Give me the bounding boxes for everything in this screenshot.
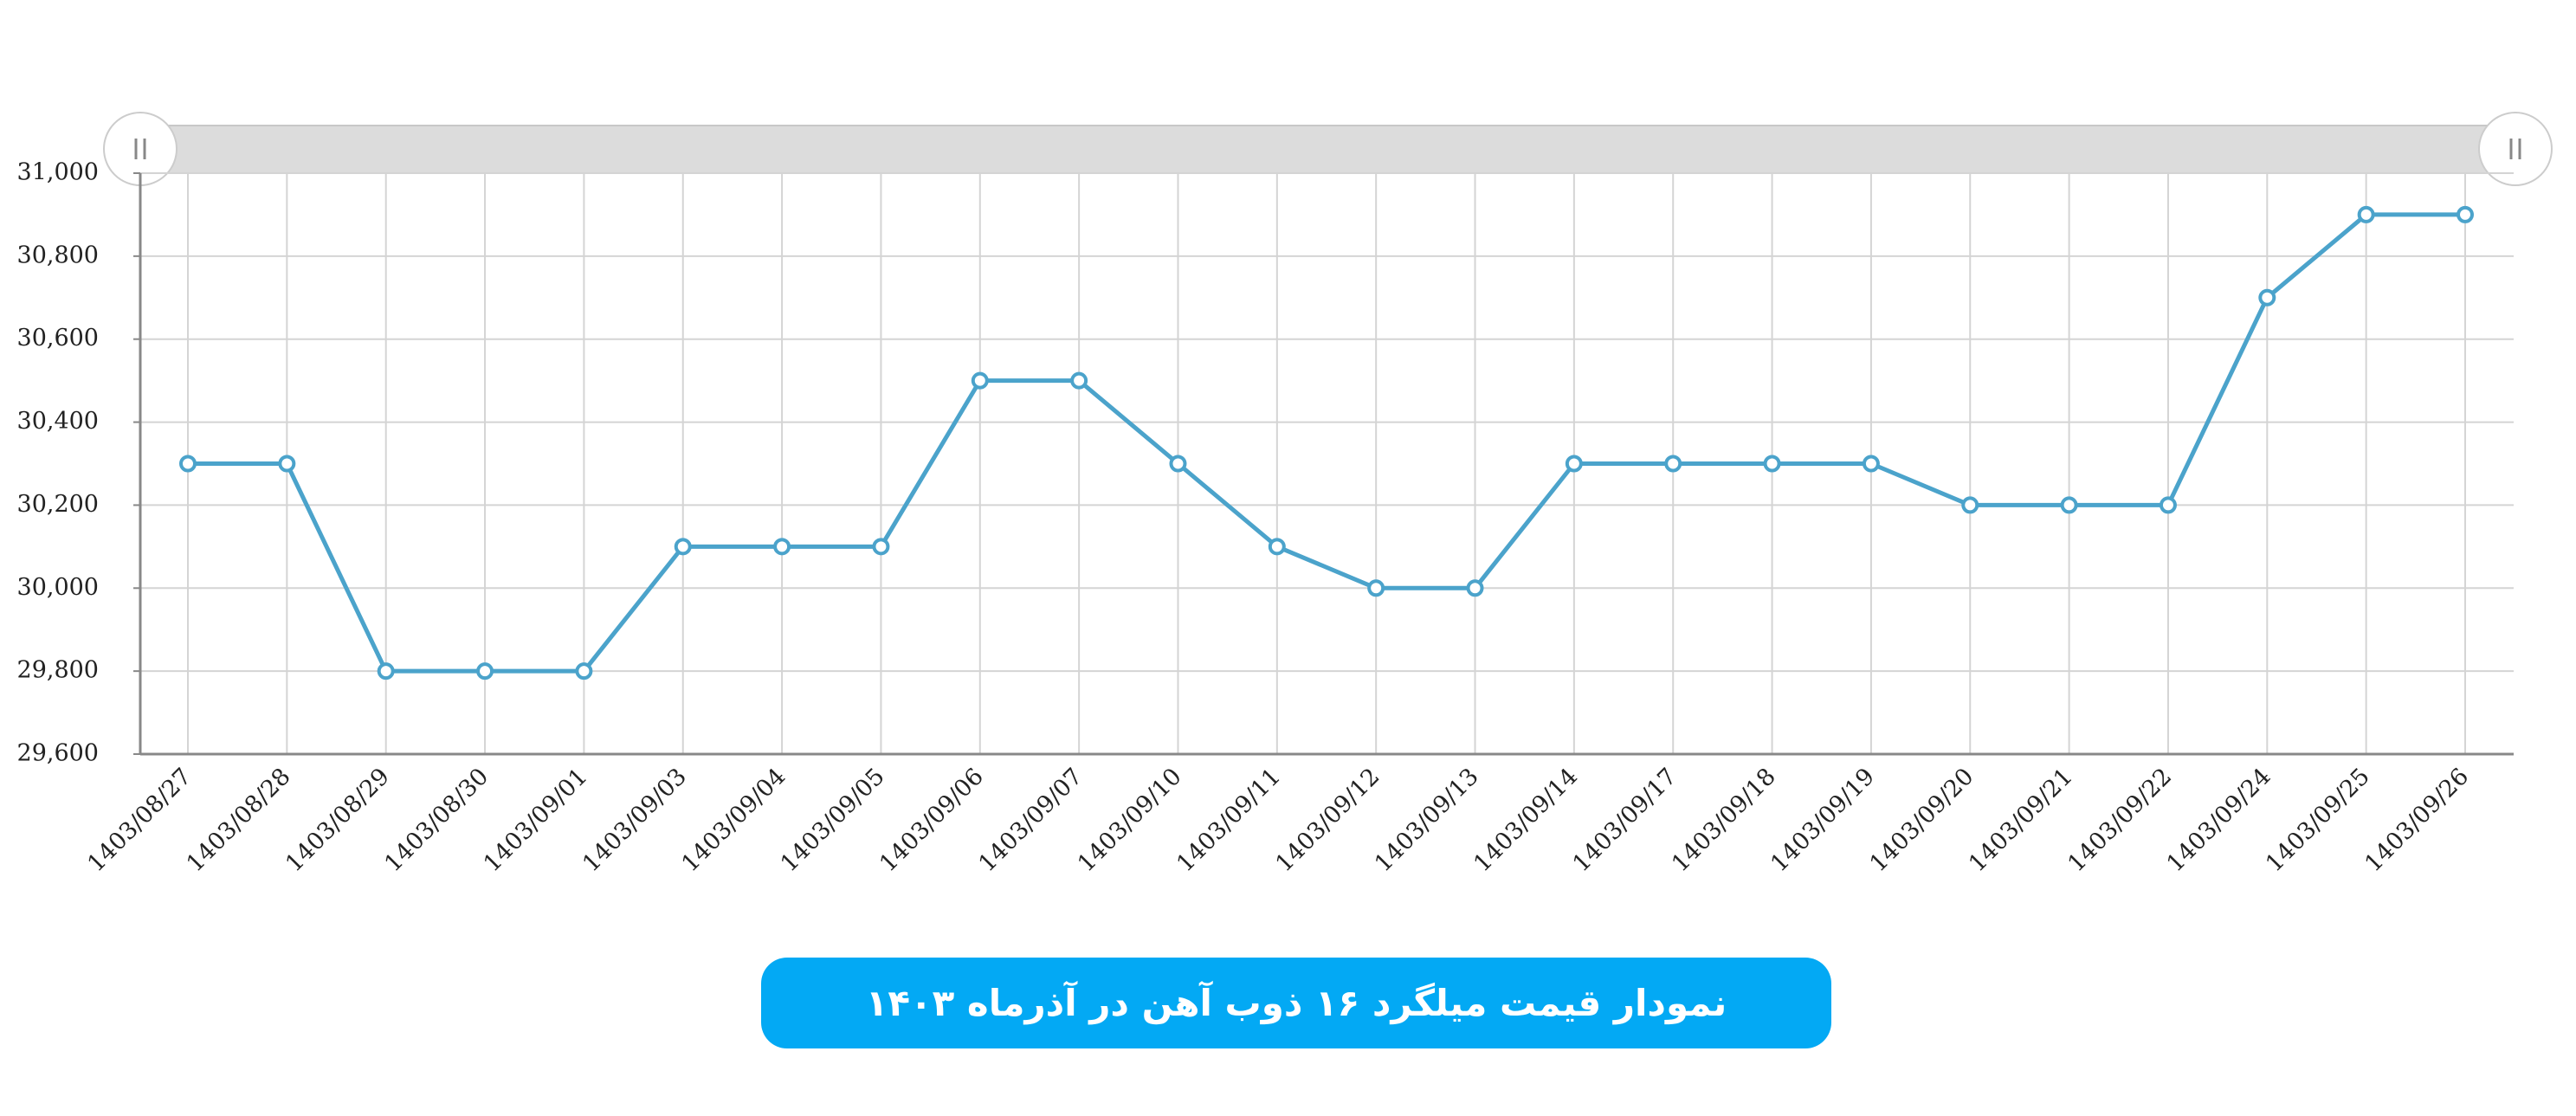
x-tick-label: 1403/09/06 <box>875 763 989 877</box>
y-tick-label: 30,000 <box>17 574 99 601</box>
y-tick-label: 30,800 <box>17 242 99 268</box>
point <box>2457 205 2474 223</box>
point <box>2060 496 2078 514</box>
scroll-handle-left[interactable] <box>103 112 178 186</box>
y-tick-label: 29,800 <box>17 657 99 684</box>
point <box>278 455 296 473</box>
point <box>377 662 395 681</box>
x-tick-label: 1403/09/18 <box>1667 763 1781 877</box>
point <box>872 538 890 556</box>
point <box>1565 455 1583 473</box>
x-tick-label: 1403/09/19 <box>1766 763 1880 877</box>
y-tick-label: 30,200 <box>17 491 99 518</box>
line <box>188 212 2465 674</box>
x-tick-label: 1403/09/03 <box>578 763 692 877</box>
x-tick-label: 1403/08/27 <box>82 763 197 877</box>
x-tick-label: 1403/08/28 <box>182 763 296 877</box>
point <box>773 538 791 556</box>
x-tick-label: 1403/08/29 <box>281 763 395 877</box>
scroll-handle-right[interactable] <box>2478 112 2553 186</box>
x-tick-label: 1403/09/13 <box>1370 763 1484 877</box>
x-tick-label: 1403/09/12 <box>1270 763 1385 877</box>
chart-title: نمودار قیمت میلگرد ۱۶ ذوب آهن در آذرماه … <box>761 958 1831 1048</box>
point <box>2357 205 2375 223</box>
point <box>1664 455 1682 473</box>
y-tick-label: 29,600 <box>17 740 99 767</box>
x-tick-label: 1403/09/10 <box>1073 763 1187 877</box>
point <box>1466 579 1484 597</box>
y-tick-label: 31,000 <box>17 159 99 186</box>
point <box>2159 496 2177 514</box>
x-tick-label: 1403/09/11 <box>1172 763 1286 877</box>
y-tick-label: 30,600 <box>17 325 99 352</box>
x-tick-label: 1403/09/05 <box>776 763 890 877</box>
scrollbar[interactable] <box>139 125 2515 174</box>
point <box>1862 455 1880 473</box>
point <box>1367 579 1385 597</box>
point <box>575 662 593 681</box>
x-tick-label: 1403/09/01 <box>479 763 593 877</box>
point <box>971 371 989 390</box>
point <box>1763 455 1781 473</box>
y-tick-label: 30,400 <box>17 408 99 435</box>
point <box>1268 538 1286 556</box>
point <box>179 455 197 473</box>
x-tick-label: 1403/09/17 <box>1568 763 1682 877</box>
x-tick-label: 1403/09/26 <box>2360 763 2474 877</box>
point <box>2258 288 2276 306</box>
x-tick-label: 1403/09/07 <box>973 763 1088 877</box>
x-tick-label: 1403/09/04 <box>676 763 791 877</box>
x-tick-label: 1403/09/24 <box>2162 763 2276 877</box>
point <box>1169 455 1187 473</box>
x-tick-label: 1403/08/30 <box>379 763 494 877</box>
point <box>1070 371 1088 390</box>
x-tick-label: 1403/09/20 <box>1865 763 1979 877</box>
point <box>476 662 494 681</box>
plot: 1403/08/271403/08/281403/08/291403/08/30… <box>17 159 2514 877</box>
point <box>1961 496 1979 514</box>
x-tick-label: 1403/09/22 <box>2063 763 2177 877</box>
point <box>674 538 692 556</box>
x-tick-label: 1403/09/25 <box>2261 763 2375 877</box>
x-tick-label: 1403/09/21 <box>1964 763 2078 877</box>
x-tick-label: 1403/09/14 <box>1469 763 1583 877</box>
